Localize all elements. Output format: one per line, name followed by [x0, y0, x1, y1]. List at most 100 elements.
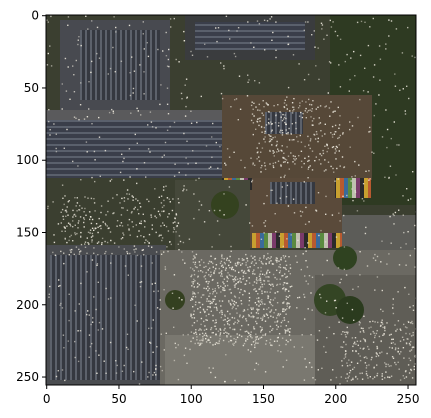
noise-dot [344, 334, 347, 336]
noise-dot [234, 55, 237, 58]
noise-dot [360, 20, 363, 23]
noise-dot [215, 27, 217, 29]
noise-dot [270, 288, 272, 290]
noise-dot [414, 363, 416, 365]
noise-dot [356, 378, 359, 380]
noise-dot [67, 340, 69, 342]
noise-dot [155, 374, 157, 376]
noise-dot [305, 366, 307, 368]
noise-dot [175, 58, 177, 61]
noise-dot [73, 91, 76, 93]
noise-dot [244, 283, 246, 285]
noise-dot [241, 325, 243, 327]
noise-dot [236, 312, 238, 314]
noise-dot [258, 124, 260, 127]
noise-dot [197, 270, 200, 272]
noise-dot [214, 257, 217, 260]
noise-dot [94, 180, 96, 183]
noise-dot [137, 208, 139, 211]
noise-dot [198, 261, 201, 263]
noise-dot [177, 378, 180, 381]
noise-dot [136, 254, 139, 257]
noise-dot [394, 85, 397, 87]
noise-dot [200, 204, 203, 206]
noise-dot [278, 344, 281, 347]
noise-dot [324, 106, 326, 108]
noise-dot [264, 132, 266, 134]
noise-dot [303, 379, 306, 381]
noise-dot [232, 268, 235, 271]
noise-dot [218, 234, 221, 236]
noise-dot [147, 55, 150, 58]
noise-dot [221, 300, 224, 302]
noise-dot [163, 199, 165, 202]
noise-dot [389, 165, 392, 167]
noise-dot [391, 347, 393, 349]
noise-dot [234, 321, 236, 323]
noise-dot [261, 283, 263, 286]
noise-dot [93, 229, 95, 231]
noise-dot [373, 332, 375, 334]
noise-dot [88, 81, 90, 83]
noise-dot [287, 133, 289, 135]
noise-dot [57, 370, 59, 372]
noise-dot [212, 122, 214, 125]
noise-dot [325, 351, 327, 353]
noise-dot [154, 215, 156, 217]
noise-dot [236, 30, 238, 32]
noise-dot [381, 136, 384, 138]
noise-dot [186, 96, 188, 98]
noise-dot [365, 356, 367, 358]
noise-dot [280, 351, 282, 353]
noise-dot [269, 18, 271, 20]
noise-dot [190, 110, 192, 112]
noise-dot [252, 341, 255, 343]
noise-dot [98, 116, 100, 119]
noise-dot [278, 235, 281, 237]
noise-dot [243, 270, 246, 272]
noise-dot [193, 322, 196, 324]
noise-dot [89, 229, 92, 231]
noise-dot [251, 225, 254, 227]
noise-dot [98, 241, 100, 243]
noise-dot [219, 145, 221, 148]
noise-dot [380, 308, 382, 311]
noise-dot [91, 321, 94, 323]
noise-dot [264, 291, 266, 293]
noise-dot [262, 316, 264, 318]
noise-dot [80, 243, 83, 246]
noise-dot [398, 209, 400, 211]
noise-dot [250, 307, 252, 309]
noise-dot [343, 214, 345, 217]
noise-dot [332, 369, 334, 371]
noise-dot [233, 280, 235, 283]
noise-dot [404, 286, 406, 289]
noise-dot [75, 205, 77, 207]
noise-dot [192, 258, 194, 260]
noise-dot [272, 137, 274, 139]
noise-dot [301, 334, 303, 336]
noise-dot [228, 300, 230, 302]
noise-dot [384, 329, 386, 332]
noise-dot [284, 114, 286, 116]
noise-dot [359, 372, 361, 375]
noise-dot [91, 218, 94, 221]
noise-dot [130, 212, 133, 214]
noise-dot [98, 321, 101, 324]
noise-dot [308, 159, 310, 162]
noise-dot [277, 125, 280, 127]
noise-dot [48, 293, 50, 295]
noise-dot [326, 300, 328, 302]
noise-dot [312, 100, 314, 102]
noise-dot [398, 144, 400, 146]
noise-dot [372, 330, 374, 333]
noise-dot [221, 275, 223, 277]
noise-dot [107, 227, 109, 230]
noise-dot [225, 164, 227, 166]
noise-dot [359, 98, 361, 101]
noise-dot [411, 347, 414, 349]
noise-dot [101, 242, 103, 244]
noise-dot [195, 162, 197, 164]
noise-dot [246, 338, 249, 340]
noise-dot [236, 333, 238, 335]
